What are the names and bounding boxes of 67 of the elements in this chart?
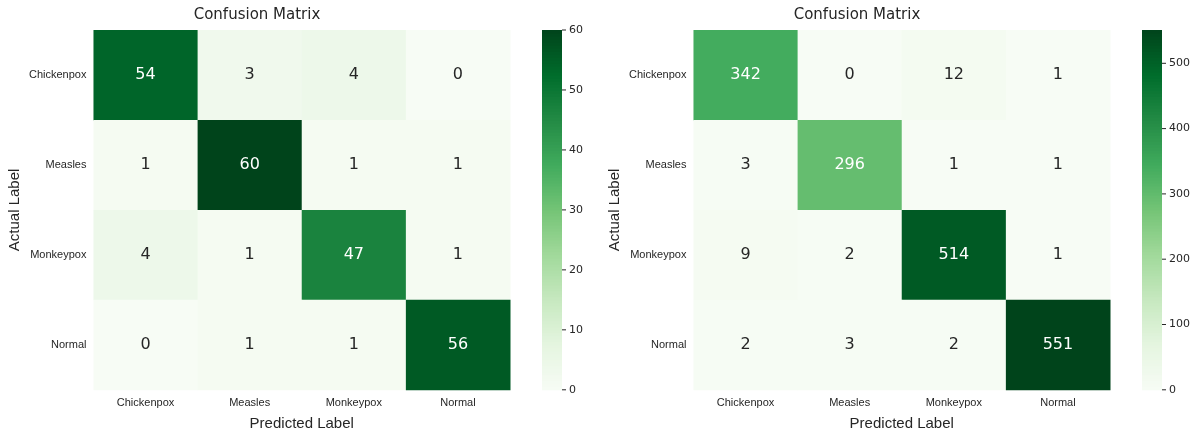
data-label: 0 (140, 333, 151, 353)
data-label: 4 (140, 244, 151, 264)
data-label: 54 (135, 64, 156, 84)
data-label: 342 (730, 64, 761, 84)
x-tick-label: Monkeypox (925, 396, 983, 409)
color-bar-label: 50 (569, 82, 583, 96)
y-tick-label: Measles (645, 157, 687, 170)
y-axis-title: Actual Label (5, 168, 23, 252)
data-label: 514 (938, 244, 970, 264)
data-label: 4 (348, 64, 359, 84)
color-bar-label: 20 (569, 262, 583, 276)
data-label: 2 (844, 244, 855, 264)
data-label: 47 (343, 244, 364, 264)
data-label: 2 (740, 333, 751, 353)
y-axis-title: Actual Label (605, 168, 623, 252)
data-label: 551 (1042, 333, 1074, 353)
color-bar-label: 100 (1169, 317, 1190, 331)
x-tick-label: Measles (829, 396, 871, 409)
color-bar-label: 0 (1169, 382, 1176, 396)
color-bar-label: 30 (569, 202, 583, 216)
data-label: 0 (452, 64, 464, 84)
y-tick-label: Chickenpox (628, 68, 687, 81)
y-tick-label: Measles (45, 157, 87, 170)
data-label: 1 (244, 244, 255, 264)
color-bar-label: 500 (1169, 56, 1190, 70)
chart-title: Confusion Matrix (193, 4, 321, 23)
color-bar-label: 400 (1169, 121, 1190, 135)
x-tick-label: Monkeypox (325, 396, 383, 409)
color-bar-label: 200 (1169, 252, 1190, 266)
data-label: 60 (239, 154, 260, 174)
data-label: 1 (1052, 64, 1064, 84)
data-label: 1 (1052, 154, 1064, 174)
data-label: 1 (948, 154, 959, 174)
data-label: 1 (452, 244, 464, 264)
y-tick-label: Monkeypox (30, 247, 87, 260)
color-bar-label: 40 (569, 142, 583, 156)
data-label: 1 (140, 154, 151, 174)
x-tick-label: Normal (440, 396, 476, 409)
data-label: 3 (244, 64, 255, 84)
color-bar-label: 10 (569, 322, 583, 336)
chart-title: Confusion Matrix (793, 4, 921, 23)
x-tick-label: Chickenpox (116, 396, 175, 409)
x-axis-title: Predicted Label (849, 414, 954, 432)
data-label: 9 (740, 244, 751, 264)
x-tick-label: Chickenpox (716, 396, 775, 409)
data-label: 3 (740, 154, 751, 174)
color-bar-label: 60 (569, 22, 583, 36)
data-label: 1 (452, 154, 464, 174)
x-tick-label: Normal (1040, 396, 1076, 409)
color-bar-label: 0 (569, 382, 576, 396)
data-label: 1 (244, 333, 255, 353)
y-tick-label: Normal (651, 337, 687, 350)
y-tick-label: Chickenpox (28, 68, 87, 81)
y-tick-label: Normal (51, 337, 87, 350)
x-tick-label: Measles (229, 396, 271, 409)
color-bar-label: 300 (1169, 186, 1190, 200)
y-tick-label: Monkeypox (630, 247, 687, 260)
data-label: 12 (943, 64, 964, 84)
data-label: 1 (1052, 244, 1064, 264)
x-axis-title: Predicted Label (249, 414, 354, 432)
data-label: 1 (348, 333, 359, 353)
data-label: 56 (447, 333, 469, 353)
data-label: 2 (948, 333, 959, 353)
data-label: 1 (348, 154, 359, 174)
data-label: 3 (844, 333, 855, 353)
data-label: 296 (834, 154, 865, 174)
data-label: 0 (844, 64, 855, 84)
